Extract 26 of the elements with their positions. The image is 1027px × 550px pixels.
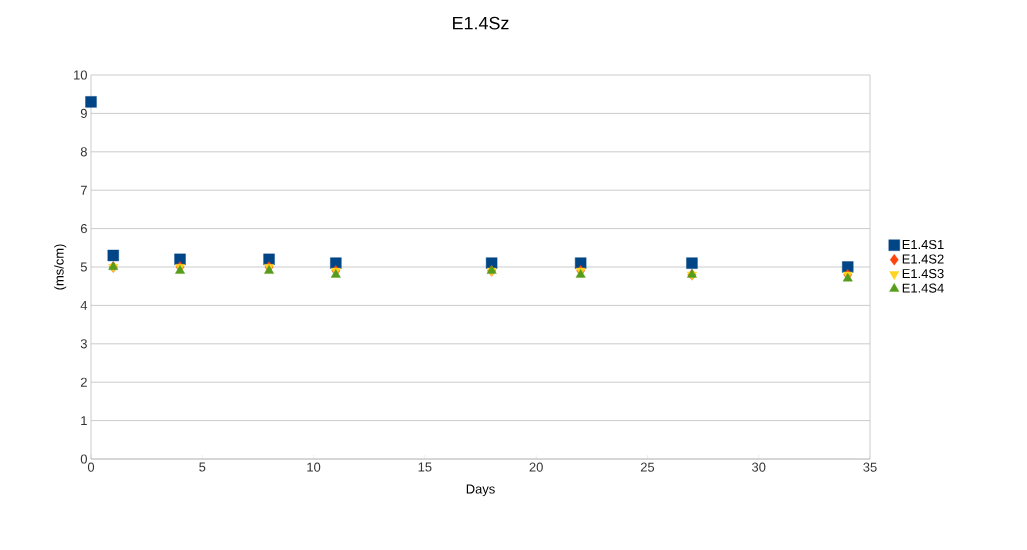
- y-tick-label: 6: [80, 224, 87, 234]
- x-tick-label: 5: [199, 462, 206, 472]
- y-tick-label: 5: [80, 262, 87, 272]
- y-tick-label: 9: [80, 108, 87, 118]
- y-tick-label: 8: [80, 147, 87, 157]
- legend-label: E1.4S2: [902, 254, 944, 264]
- y-tick-label: 4: [80, 300, 88, 310]
- legend-label: E1.4S3: [902, 268, 944, 279]
- y-tick-label: 2: [80, 377, 87, 387]
- y-tick-label: 1: [81, 416, 87, 426]
- x-tick-label: 30: [752, 462, 766, 472]
- x-tick-label: 20: [529, 462, 543, 472]
- y-tick-label: 7: [80, 185, 87, 195]
- x-tick-label: 10: [307, 462, 321, 472]
- y-tick-label: 0: [80, 454, 87, 464]
- x-tick-label: 25: [640, 462, 655, 472]
- x-tick-label: 15: [418, 462, 432, 472]
- legend-label: E1.4S4: [902, 283, 944, 293]
- x-tick-label: 35: [863, 462, 877, 472]
- x-axis-title: Days: [466, 484, 495, 497]
- legend-label: E1.4S1: [902, 239, 944, 250]
- y-axis-title: (ms/cm): [54, 244, 67, 290]
- y-tick-label: 10: [74, 70, 87, 80]
- x-tick-label: 0: [87, 462, 95, 472]
- chart-title: E1.4Sz: [453, 16, 509, 30]
- y-tick-label: 3: [80, 339, 87, 349]
